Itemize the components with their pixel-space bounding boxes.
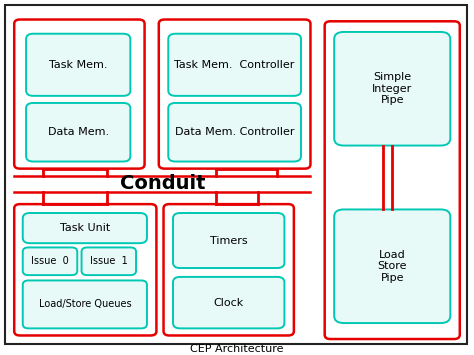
FancyBboxPatch shape [159, 20, 310, 169]
FancyBboxPatch shape [23, 280, 147, 328]
FancyBboxPatch shape [82, 247, 136, 275]
FancyBboxPatch shape [164, 204, 294, 335]
FancyBboxPatch shape [26, 103, 130, 162]
Text: Data Mem. Controller: Data Mem. Controller [175, 127, 294, 137]
Text: Conduit: Conduit [119, 174, 205, 193]
FancyBboxPatch shape [23, 213, 147, 243]
Text: Load
Store
Pipe: Load Store Pipe [377, 250, 407, 283]
Text: Task Mem.: Task Mem. [49, 60, 108, 70]
Text: Task Mem.  Controller: Task Mem. Controller [174, 60, 295, 70]
Text: Simple
Integer
Pipe: Simple Integer Pipe [372, 72, 412, 105]
Text: Clock: Clock [214, 297, 244, 308]
FancyBboxPatch shape [168, 34, 301, 96]
FancyBboxPatch shape [26, 34, 130, 96]
FancyBboxPatch shape [173, 277, 284, 328]
FancyBboxPatch shape [14, 20, 145, 169]
FancyBboxPatch shape [325, 21, 460, 339]
FancyBboxPatch shape [334, 209, 450, 323]
Text: Task Unit: Task Unit [60, 223, 110, 233]
FancyBboxPatch shape [23, 247, 77, 275]
Text: Load/Store Queues: Load/Store Queues [38, 299, 131, 310]
FancyBboxPatch shape [14, 204, 156, 335]
FancyBboxPatch shape [168, 103, 301, 162]
Text: Timers: Timers [210, 235, 247, 246]
FancyBboxPatch shape [173, 213, 284, 268]
Text: CEP Architecture: CEP Architecture [190, 344, 284, 354]
Text: Issue  0: Issue 0 [31, 256, 69, 266]
Text: Data Mem.: Data Mem. [48, 127, 109, 137]
FancyBboxPatch shape [334, 32, 450, 146]
Text: Issue  1: Issue 1 [90, 256, 128, 266]
